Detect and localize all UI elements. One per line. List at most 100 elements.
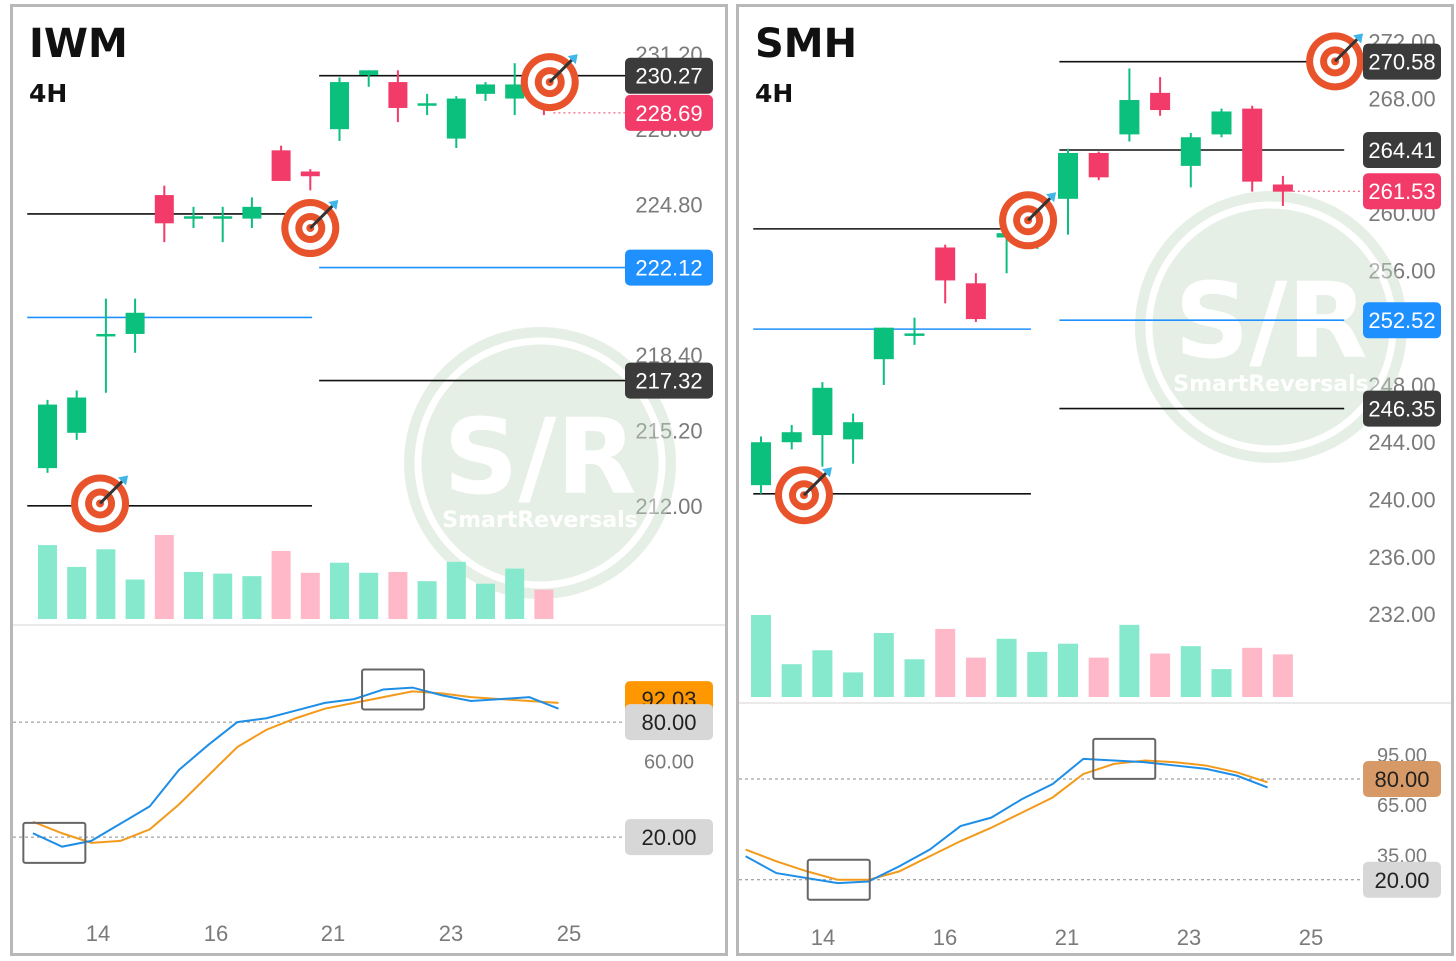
crossover-highlight-box <box>361 668 426 711</box>
candle-body <box>965 283 986 320</box>
oscillator-tag-label: 20.00 <box>1374 868 1429 893</box>
volume-bar <box>812 650 833 697</box>
candle-body <box>935 247 956 281</box>
candle-body <box>388 82 408 108</box>
candle-body <box>1211 111 1232 135</box>
price-tag <box>625 57 713 94</box>
candle-body <box>1242 108 1263 182</box>
volume-bar <box>242 576 262 619</box>
target-icon-arrow <box>802 472 828 497</box>
last-price-tag-label: 228.69 <box>635 101 702 126</box>
x-axis-tick-label: 14 <box>811 925 835 950</box>
volume-bar <box>184 571 203 619</box>
crossover-highlight-box <box>1092 737 1157 780</box>
x-axis-tick-label: 23 <box>1177 925 1201 950</box>
target-icon-arrow <box>98 480 124 505</box>
candle-body <box>843 422 864 440</box>
price-tag-label: 217.32 <box>635 369 702 394</box>
last-price-tag <box>625 94 713 131</box>
oscillator-signal-line <box>745 759 1268 881</box>
volume-bar <box>935 628 956 697</box>
oscillator-tick-label: 65.00 <box>1377 795 1427 817</box>
volume-bar <box>1180 646 1201 697</box>
target-icon-fletching <box>1046 192 1057 203</box>
price-tag-label: 230.27 <box>635 64 702 89</box>
volume-bar <box>1119 624 1140 697</box>
candle-body <box>359 70 379 76</box>
price-axis-tick-label: 244.00 <box>1368 430 1435 455</box>
volume-bar <box>904 659 925 697</box>
oscillator-tag-label: 80.00 <box>641 710 696 735</box>
chart-ticker-title: SMH <box>755 21 858 67</box>
volume-bar <box>781 664 802 697</box>
price-tag <box>1363 43 1441 80</box>
target-icon-fletching <box>328 200 339 211</box>
price-axis-tick-label: 236.00 <box>1368 545 1435 570</box>
price-tag <box>625 249 713 286</box>
watermark-text-small: SmartReversals <box>1173 372 1369 397</box>
crossover-highlight-box <box>806 858 871 901</box>
volume-bar <box>1211 669 1232 697</box>
oscillator-main-line <box>745 757 1268 885</box>
candle-body <box>184 216 203 219</box>
target-icon <box>774 466 833 525</box>
volume-bar <box>38 545 57 619</box>
oscillator-tag-label: 80.00 <box>1374 767 1429 792</box>
smh-chart-panel: SMH 4H 272.00 268.00 260.00 256.00 248.00 244… <box>736 4 1454 956</box>
volume-bar <box>388 571 408 619</box>
oscillator-tag <box>625 819 713 856</box>
candle-body <box>213 216 233 219</box>
price-tag <box>1363 302 1441 339</box>
iwm-chart-panel: IWM 4H 231.20228.00224.80218.40215.20212… <box>10 4 728 956</box>
oscillator-tag <box>1363 761 1441 797</box>
candle-body <box>1058 153 1078 199</box>
candle-body <box>812 387 833 436</box>
candle-body <box>67 397 87 433</box>
volume-bar <box>271 550 291 619</box>
watermark-circle-outer <box>1135 191 1407 463</box>
volume-bar <box>534 589 554 619</box>
candle-body <box>476 84 495 94</box>
price-tag <box>1363 131 1441 168</box>
volume-bar <box>751 615 771 697</box>
volume-bar <box>67 566 87 619</box>
candle-body <box>1150 92 1171 111</box>
price-tag-label: 252.52 <box>1368 308 1435 333</box>
x-axis-tick-label: 21 <box>1055 925 1079 950</box>
volume-bar <box>96 549 116 619</box>
candle-body <box>1272 184 1293 192</box>
volume-bar <box>476 583 495 619</box>
volume-bar <box>505 568 525 619</box>
volume-bar <box>446 561 466 619</box>
volume-bar <box>873 633 894 697</box>
target-icon-arrow <box>309 204 334 230</box>
candle-body <box>300 171 320 177</box>
candle-body <box>271 150 291 181</box>
candle-body <box>1088 153 1109 178</box>
price-axis-tick-label: 215.20 <box>635 418 702 443</box>
target-icon-fletching <box>1353 33 1364 44</box>
volume-bar <box>843 672 864 697</box>
last-price-tag <box>1363 173 1441 210</box>
price-axis-tick-label: 212.00 <box>635 494 702 519</box>
oscillator-tag <box>625 704 713 741</box>
volume-bar <box>1088 657 1109 697</box>
iwm-chart-svg: 231.20228.00224.80218.40215.20212.00S/RS… <box>13 42 725 946</box>
volume-bar <box>1242 647 1263 697</box>
volume-bar <box>965 657 986 697</box>
last-price-tag-label: 261.53 <box>1368 179 1435 204</box>
candle-body <box>781 432 802 443</box>
chart-timeframe: 4H <box>755 79 794 108</box>
candle-body <box>1119 100 1140 135</box>
price-tag-label: 246.35 <box>1368 397 1435 422</box>
price-axis-tick-label: 256.00 <box>1368 258 1435 283</box>
x-axis-tick-label: 25 <box>557 921 581 946</box>
candle-body <box>904 333 925 336</box>
price-tag <box>625 362 713 399</box>
price-tag-label: 222.12 <box>635 256 702 281</box>
volume-bar <box>417 581 437 619</box>
price-tag <box>1363 390 1441 427</box>
candle-body <box>96 333 116 337</box>
oscillator-main-line <box>32 686 559 848</box>
